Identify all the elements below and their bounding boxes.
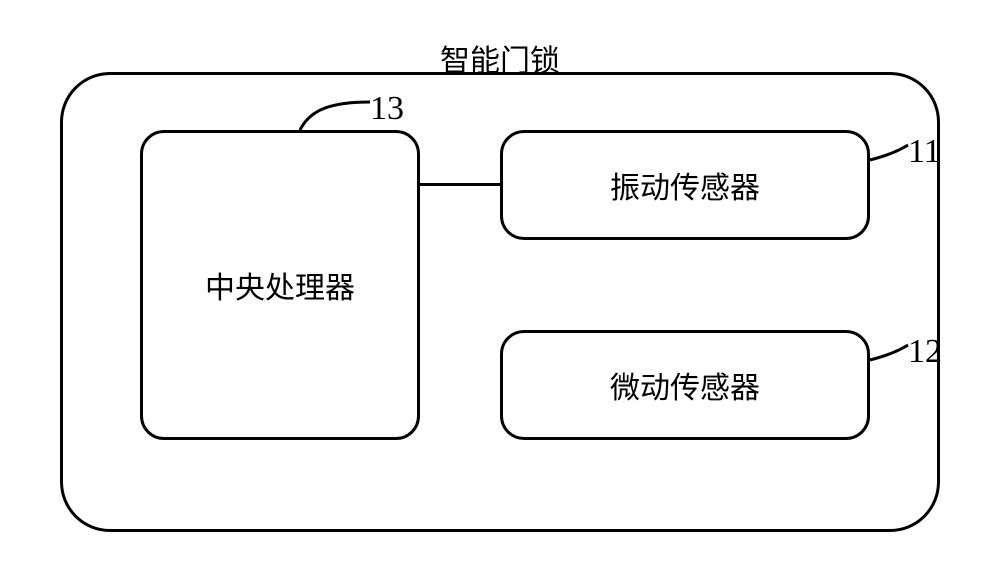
cpu-box: 中央处理器 <box>140 130 420 440</box>
micro-sensor-box: 微动传感器 <box>500 330 870 440</box>
vibration-sensor-label: 振动传感器 <box>610 163 760 207</box>
micro-callout-number: 12 <box>908 333 942 371</box>
cpu-vibration-connector <box>420 183 500 186</box>
diagram-title: 智能门锁 <box>420 36 580 80</box>
vibration-callout-number: 11 <box>908 133 941 171</box>
cpu-callout-number: 13 <box>370 90 404 128</box>
micro-sensor-label: 微动传感器 <box>610 363 760 407</box>
cpu-label: 中央处理器 <box>205 263 355 307</box>
vibration-sensor-box: 振动传感器 <box>500 130 870 240</box>
